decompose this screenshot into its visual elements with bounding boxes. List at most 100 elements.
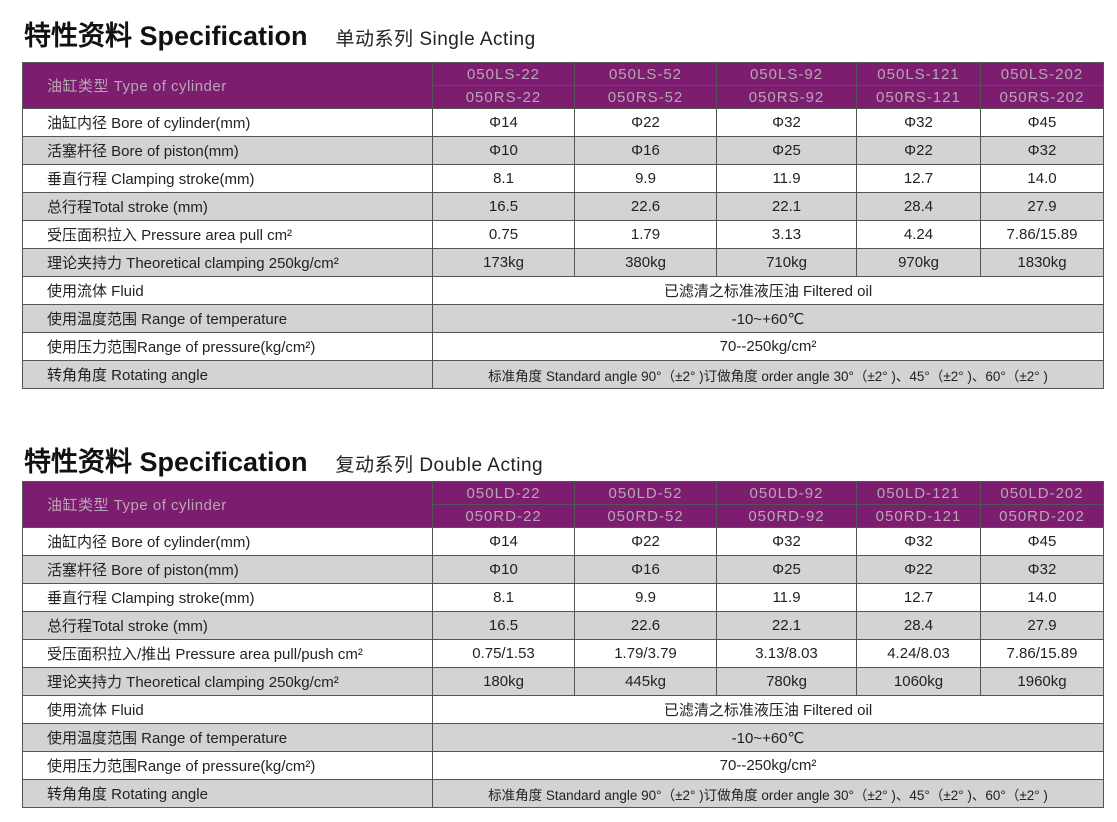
row-label: 油缸内径 Bore of cylinder(mm)	[22, 527, 433, 556]
cell-value: 12.7	[856, 583, 981, 612]
model-top: 050LS-52	[574, 62, 717, 86]
cell-value: 970kg	[856, 248, 981, 277]
row-label: 使用压力范围Range of pressure(kg/cm²)	[22, 751, 433, 780]
table-row: 活塞杆径 Bore of piston(mm) Φ10 Φ16 Φ25 Φ22 Φ32	[22, 555, 1104, 584]
cell-value: Φ22	[574, 108, 717, 137]
cell-value: Φ22	[856, 555, 981, 584]
header-row: 油缸类型 Type of cylinder 050LS-22 050LS-52 050…	[22, 62, 1104, 109]
model-bottom: 050RS-202	[980, 85, 1104, 109]
cell-value: 16.5	[432, 192, 575, 221]
cell-span-value: 已滤清之标准液压油 Filtered oil	[432, 276, 1104, 305]
table-row: 使用温度范围 Range of temperature -10~+60℃	[22, 304, 1104, 333]
table-row: 使用流体 Fluid 已滤清之标准液压油 Filtered oil	[22, 276, 1104, 305]
model-bottom: 050RS-92	[716, 85, 857, 109]
cell-span-value: 标准角度 Standard angle 90°（±2° )订做角度 order …	[432, 779, 1104, 808]
model-bottom: 050RS-52	[574, 85, 717, 109]
table-row: 转角角度 Rotating angle 标准角度 Standard angle 9…	[22, 779, 1104, 808]
cell-value: Φ32	[716, 527, 857, 556]
cell-value: 9.9	[574, 583, 717, 612]
cell-value: 780kg	[716, 667, 857, 696]
model-top: 050LS-92	[716, 62, 857, 86]
cell-value: 710kg	[716, 248, 857, 277]
cell-value: 11.9	[716, 583, 857, 612]
cell-span-value: -10~+60℃	[432, 304, 1104, 333]
cell-value: Φ32	[856, 527, 981, 556]
cell-span-value: 70--250kg/cm²	[432, 332, 1104, 361]
row-label: 油缸内径 Bore of cylinder(mm)	[22, 108, 433, 137]
cell-value: 22.1	[716, 611, 857, 640]
cell-value: 22.1	[716, 192, 857, 221]
cell-value: Φ16	[574, 136, 717, 165]
cell-value: 28.4	[856, 611, 981, 640]
table-row: 理论夹持力 Theoretical clamping 250kg/cm² 173k…	[22, 248, 1104, 277]
title-main: 特性资料 Specification	[24, 21, 308, 51]
model-bottom: 050RD-202	[980, 504, 1104, 528]
cell-value: 1.79/3.79	[574, 639, 717, 668]
cell-value: Φ22	[574, 527, 717, 556]
header-row: 油缸类型 Type of cylinder 050LD-22 050LD-52 050…	[22, 481, 1104, 528]
cell-span-value: 标准角度 Standard angle 90°（±2° )订做角度 order …	[432, 360, 1104, 389]
model-bottom: 050RD-92	[716, 504, 857, 528]
cell-value: 11.9	[716, 164, 857, 193]
model-top: 050LD-92	[716, 481, 857, 505]
model-bottom: 050RD-121	[856, 504, 981, 528]
row-label: 使用温度范围 Range of temperature	[22, 304, 433, 333]
table-row: 油缸内径 Bore of cylinder(mm) Φ14 Φ22 Φ32 Φ32 Φ45	[22, 108, 1104, 137]
cell-value: 4.24	[856, 220, 981, 249]
row-label: 垂直行程 Clamping stroke(mm)	[22, 164, 433, 193]
table-row: 受压面积拉入 Pressure area pull cm² 0.75 1.79 3.1…	[22, 220, 1104, 249]
title-subtitle: 复动系列 Double Acting	[335, 455, 544, 476]
cell-value: 3.13/8.03	[716, 639, 857, 668]
header-label: 油缸类型 Type of cylinder	[22, 62, 433, 109]
cell-value: 173kg	[432, 248, 575, 277]
cell-value: 4.24/8.03	[856, 639, 981, 668]
cell-value: 1830kg	[980, 248, 1104, 277]
cell-value: 180kg	[432, 667, 575, 696]
model-top: 050LS-22	[432, 62, 575, 86]
row-label: 受压面积拉入/推出 Pressure area pull/push cm²	[22, 639, 433, 668]
cell-value: 9.9	[574, 164, 717, 193]
header-label: 油缸类型 Type of cylinder	[22, 481, 433, 528]
row-label: 活塞杆径 Bore of piston(mm)	[22, 136, 433, 165]
cell-value: 7.86/15.89	[980, 220, 1104, 249]
row-label: 使用流体 Fluid	[22, 695, 433, 724]
cell-value: Φ32	[716, 108, 857, 137]
row-label: 总行程Total stroke (mm)	[22, 192, 433, 221]
table-row: 总行程Total stroke (mm) 16.5 22.6 22.1 28.4 27.9	[22, 611, 1104, 640]
cell-value: 380kg	[574, 248, 717, 277]
cell-span-value: -10~+60℃	[432, 723, 1104, 752]
title-main: 特性资料 Specification	[24, 447, 308, 477]
row-label: 理论夹持力 Theoretical clamping 250kg/cm²	[22, 248, 433, 277]
model-top: 050LD-202	[980, 481, 1104, 505]
cell-value: Φ32	[856, 108, 981, 137]
header-row: 050RD-22 050RD-52 050RD-92 050RD-121 050RD-2…	[23, 504, 1104, 528]
cell-value: 22.6	[574, 192, 717, 221]
cell-value: 445kg	[574, 667, 717, 696]
table-row: 转角角度 Rotating angle 标准角度 Standard angle 9…	[22, 360, 1104, 389]
cell-value: Φ45	[980, 108, 1104, 137]
table-row: 理论夹持力 Theoretical clamping 250kg/cm² 180k…	[22, 667, 1104, 696]
model-top: 050LS-202	[980, 62, 1104, 86]
row-label: 活塞杆径 Bore of piston(mm)	[22, 555, 433, 584]
cell-value: 3.13	[716, 220, 857, 249]
spec-table: 油缸类型 Type of cylinder 050LS-22 050LS-52 050…	[22, 62, 1104, 389]
row-label: 使用温度范围 Range of temperature	[22, 723, 433, 752]
cell-value: 14.0	[980, 583, 1104, 612]
table-row: 使用压力范围Range of pressure(kg/cm²) 70--250kg…	[22, 751, 1104, 780]
model-top: 050LS-121	[856, 62, 981, 86]
cell-value: 0.75	[432, 220, 575, 249]
cell-value: 12.7	[856, 164, 981, 193]
row-label: 垂直行程 Clamping stroke(mm)	[22, 583, 433, 612]
model-top: 050LD-22	[432, 481, 575, 505]
spec-table: 油缸类型 Type of cylinder 050LD-22 050LD-52 050…	[22, 481, 1104, 808]
model-top: 050LD-121	[856, 481, 981, 505]
table-row: 使用压力范围Range of pressure(kg/cm²) 70--250kg…	[22, 332, 1104, 361]
row-label: 理论夹持力 Theoretical clamping 250kg/cm²	[22, 667, 433, 696]
cell-value: Φ22	[856, 136, 981, 165]
table-row: 油缸内径 Bore of cylinder(mm) Φ14 Φ22 Φ32 Φ32 Φ45	[22, 527, 1104, 556]
title-subtitle: 单动系列 Single Acting	[335, 29, 536, 50]
table-row: 受压面积拉入/推出 Pressure area pull/push cm² 0.7…	[22, 639, 1104, 668]
cell-value: 1.79	[574, 220, 717, 249]
model-bottom: 050RS-121	[856, 85, 981, 109]
cell-value: 14.0	[980, 164, 1104, 193]
